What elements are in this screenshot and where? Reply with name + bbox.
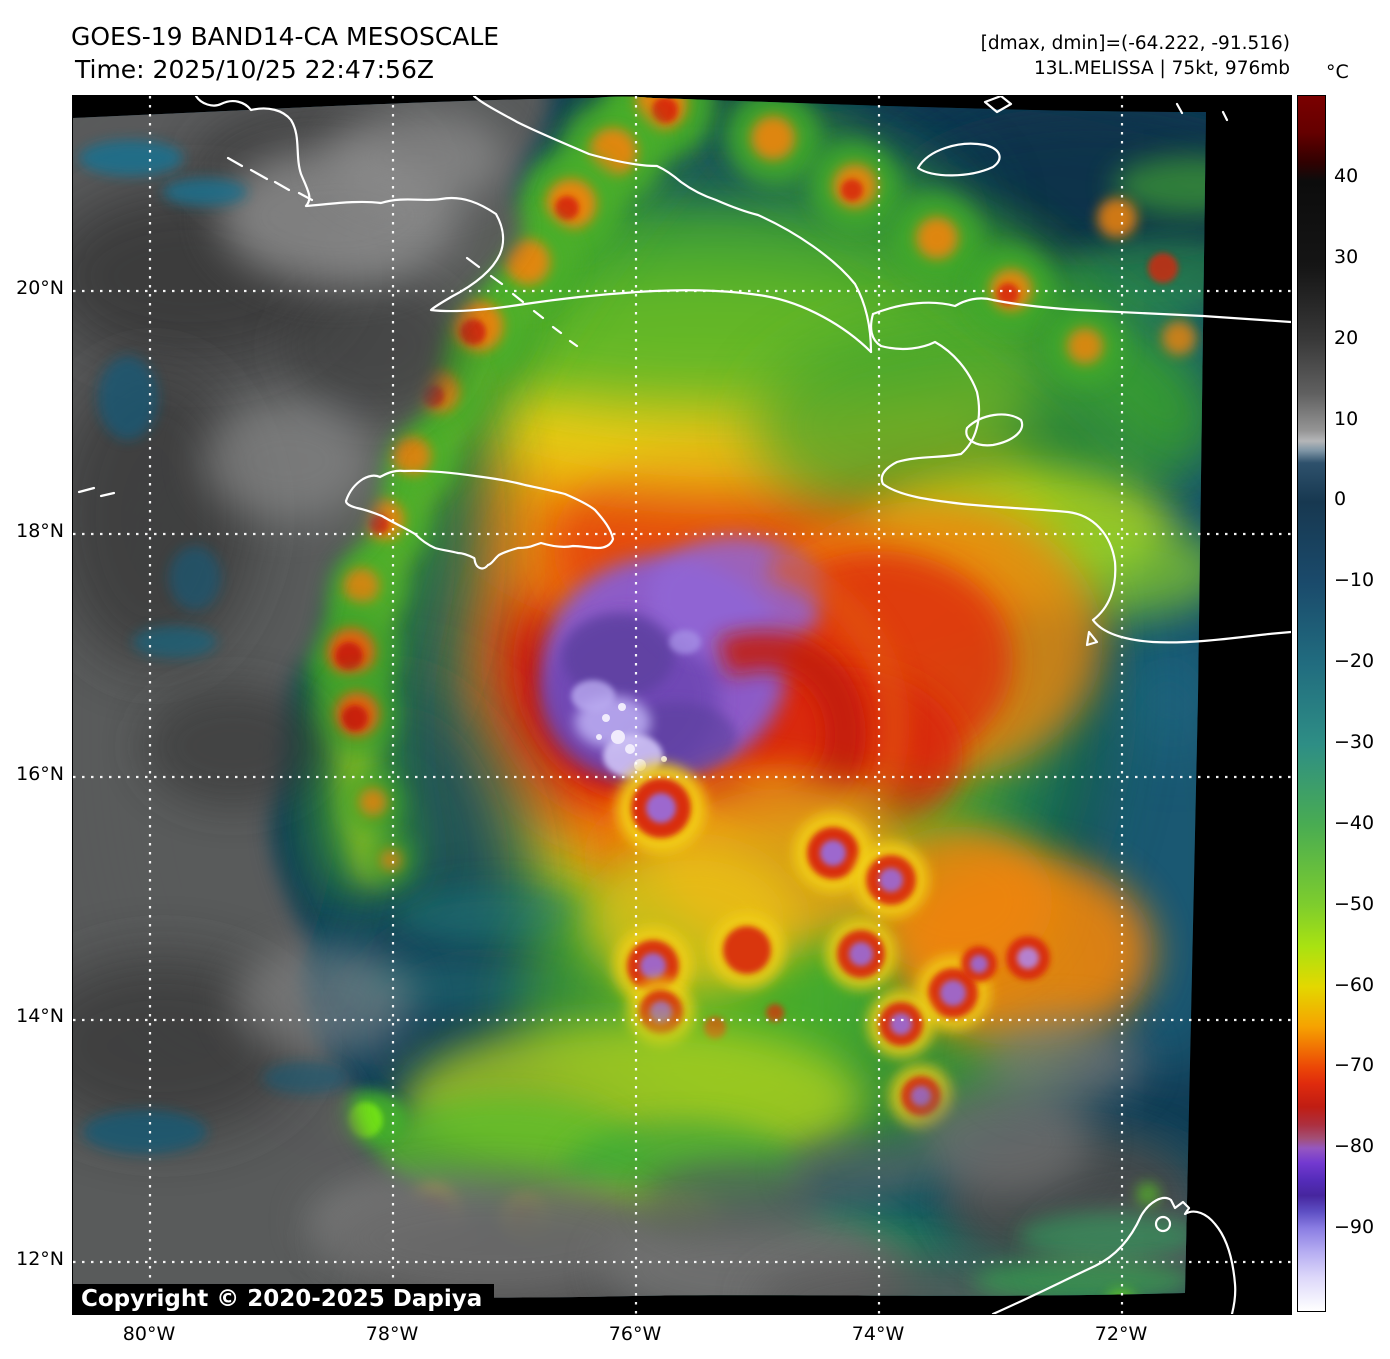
lon-tick-label: 80°W: [122, 1323, 176, 1345]
hispaniola-north-coastline: [871, 297, 1291, 324]
colorbar-unit-label: °C: [1326, 61, 1349, 83]
low-cloud-field: [73, 96, 1206, 1298]
hurricane-core: [543, 536, 910, 875]
tortuga-coastline: [916, 142, 1001, 177]
lat-tick-label: 14°N: [16, 1005, 64, 1028]
lon-tick-label: 78°W: [365, 1323, 419, 1345]
colorbar-tick-label: −80: [1334, 1135, 1375, 1158]
satellite-field: [73, 96, 1206, 1298]
colorbar-tick-label: −30: [1334, 730, 1375, 753]
lon-tick-label: 72°W: [1094, 1323, 1148, 1345]
cuba-north-coastline: [472, 96, 873, 354]
colorbar-tick-label: −20: [1334, 650, 1375, 673]
dmax-dmin-readout: [dmax, dmin]=(-64.222, -91.516): [980, 33, 1290, 54]
lat-tick-label: 16°N: [16, 762, 64, 785]
colorbar-tick-label: 20: [1334, 326, 1359, 349]
product-title: GOES-19 BAND14-CA MESOSCALE: [71, 22, 500, 51]
satellite-ir-image: [73, 96, 1291, 1314]
guajira-lagoon: [1154, 1215, 1172, 1233]
colorbar-tick-label: 40: [1334, 165, 1359, 187]
temperature-colorbar: [1297, 95, 1326, 1312]
colorbar-tick-label: −40: [1334, 811, 1375, 834]
gonave-coastline: [965, 413, 1024, 447]
lon-tick-label: 76°W: [608, 1323, 662, 1345]
lat-tick-label: 20°N: [16, 277, 64, 299]
beata-islet: [1085, 630, 1099, 647]
jamaica-coastline: [344, 469, 615, 570]
colorbar-tick-label: −70: [1334, 1054, 1375, 1077]
inagua-islets: [983, 96, 1229, 122]
cuba-south-coastline: [194, 96, 873, 354]
hispaniola-south-coastline: [870, 312, 1291, 644]
product-timestamp: Time: 2025/10/25 22:47:56Z: [75, 55, 434, 84]
colorbar-tick-label: −50: [1334, 892, 1375, 915]
storm-intensity-readout: 13L.MELISSA | 75kt, 976mb: [1034, 58, 1290, 79]
cuba-cays: [226, 156, 314, 202]
lat-tick-label: 18°N: [16, 519, 64, 542]
colorbar-tick-label: −10: [1334, 569, 1375, 592]
colorbar-tick-label: 10: [1334, 407, 1359, 430]
lat-tick-label: 12°N: [16, 1248, 64, 1270]
jardines-cays: [465, 256, 579, 348]
colorbar-tick-label: 30: [1334, 245, 1359, 268]
west-islets: [77, 486, 116, 498]
south-america-coastline: [991, 1196, 1237, 1314]
colorbar-tick-label: −90: [1334, 1216, 1375, 1239]
lon-tick-label: 74°W: [851, 1323, 905, 1345]
se-convective-cluster: [523, 763, 1153, 1151]
satellite-map: Copyright © 2020-2025 Dapiya: [72, 95, 1292, 1315]
colorbar-tick-label: 0: [1334, 488, 1347, 511]
copyright-watermark: Copyright © 2020-2025 Dapiya: [73, 1284, 495, 1314]
ne-rainband: [716, 96, 1206, 468]
colorbar-tick-label: −60: [1334, 973, 1375, 996]
coastlines: [77, 96, 1291, 1314]
nw-rainband: [305, 96, 715, 894]
